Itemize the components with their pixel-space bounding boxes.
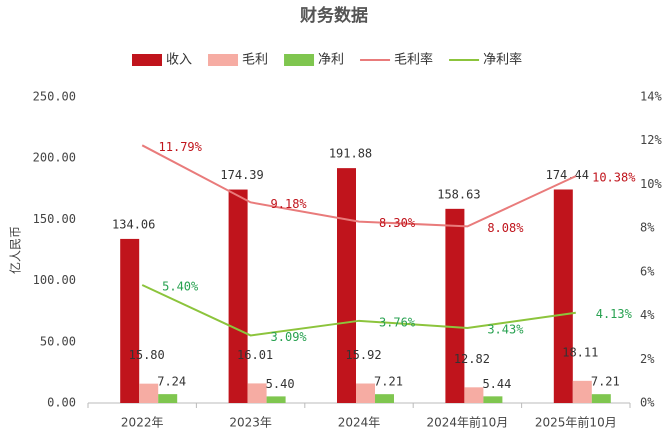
data-label: 16.01 xyxy=(237,348,273,362)
data-label: 8.08% xyxy=(487,221,524,235)
data-label: 158.63 xyxy=(437,187,480,201)
data-label: 174.39 xyxy=(220,168,263,182)
y-axis-title: 亿人民币 xyxy=(8,226,23,274)
legend-label: 净利 xyxy=(318,53,344,68)
y2-tick-label: 6% xyxy=(640,264,655,278)
x-tick-label: 2025年前10月 xyxy=(535,415,617,430)
bar xyxy=(356,383,375,403)
y2-tick-label: 2% xyxy=(640,352,655,366)
data-label: 174.44 xyxy=(546,168,589,182)
legend-label: 收入 xyxy=(166,53,192,68)
data-label: 5.44 xyxy=(482,377,511,391)
data-label: 9.18% xyxy=(271,197,308,211)
data-label: 4.13% xyxy=(596,307,633,321)
y-tick-label: 250.00 xyxy=(33,90,76,104)
bar xyxy=(483,396,503,403)
line xyxy=(141,284,576,337)
bar xyxy=(266,396,286,403)
data-label: 7.21 xyxy=(374,375,403,389)
data-label: 3.09% xyxy=(271,330,308,344)
data-label: 134.06 xyxy=(112,217,155,231)
bar xyxy=(158,394,178,403)
data-label: 7.24 xyxy=(157,375,186,389)
x-tick-label: 2024年 xyxy=(338,416,381,430)
data-label: 10.38% xyxy=(592,171,636,185)
legend-label: 毛利 xyxy=(242,53,268,68)
y-tick-label: 50.00 xyxy=(40,334,76,348)
legend-swatch xyxy=(208,54,239,66)
bar xyxy=(337,168,356,403)
data-label: 5.40 xyxy=(266,377,295,391)
x-tick-label: 2023年 xyxy=(229,416,272,430)
bar xyxy=(139,383,159,403)
data-label: 8.30% xyxy=(379,216,416,230)
data-label: 3.76% xyxy=(379,315,416,329)
bar xyxy=(445,208,465,403)
x-tick-label: 2022年 xyxy=(121,416,164,430)
bar xyxy=(228,189,248,403)
legend-label: 毛利率 xyxy=(394,52,433,68)
bar xyxy=(247,383,267,403)
bar xyxy=(572,380,592,403)
legend-swatch xyxy=(284,54,315,66)
bar xyxy=(591,394,611,403)
data-label: 18.11 xyxy=(562,345,598,359)
y2-tick-label: 0% xyxy=(640,396,655,410)
y-tick-label: 0.00 xyxy=(47,396,76,410)
y2-tick-label: 8% xyxy=(640,221,655,235)
bar xyxy=(553,189,573,403)
bar xyxy=(120,238,140,403)
line xyxy=(141,144,577,228)
legend-swatch xyxy=(132,54,162,66)
data-label: 5.40% xyxy=(162,279,199,293)
y2-tick-label: 4% xyxy=(640,308,655,322)
y2-tick-label: 14% xyxy=(640,90,662,104)
y-tick-label: 150.00 xyxy=(33,212,76,226)
bar xyxy=(464,387,484,403)
data-label: 15.80 xyxy=(129,348,165,362)
y-tick-label: 100.00 xyxy=(33,273,76,287)
chart-title: 财务数据 xyxy=(299,5,368,26)
data-label: 191.88 xyxy=(329,147,372,161)
data-label: 12.82 xyxy=(454,352,490,366)
x-tick-label: 2024年前10月 xyxy=(426,415,508,430)
data-label: 3.43% xyxy=(487,323,524,337)
data-label: 11.79% xyxy=(159,140,203,154)
bar xyxy=(375,394,394,403)
data-label: 7.21 xyxy=(591,375,620,389)
data-label: 15.92 xyxy=(345,348,381,362)
y-tick-label: 200.00 xyxy=(33,151,76,165)
y2-tick-label: 12% xyxy=(640,133,662,147)
y2-tick-label: 10% xyxy=(640,177,662,191)
legend-label: 净利率 xyxy=(483,52,522,68)
